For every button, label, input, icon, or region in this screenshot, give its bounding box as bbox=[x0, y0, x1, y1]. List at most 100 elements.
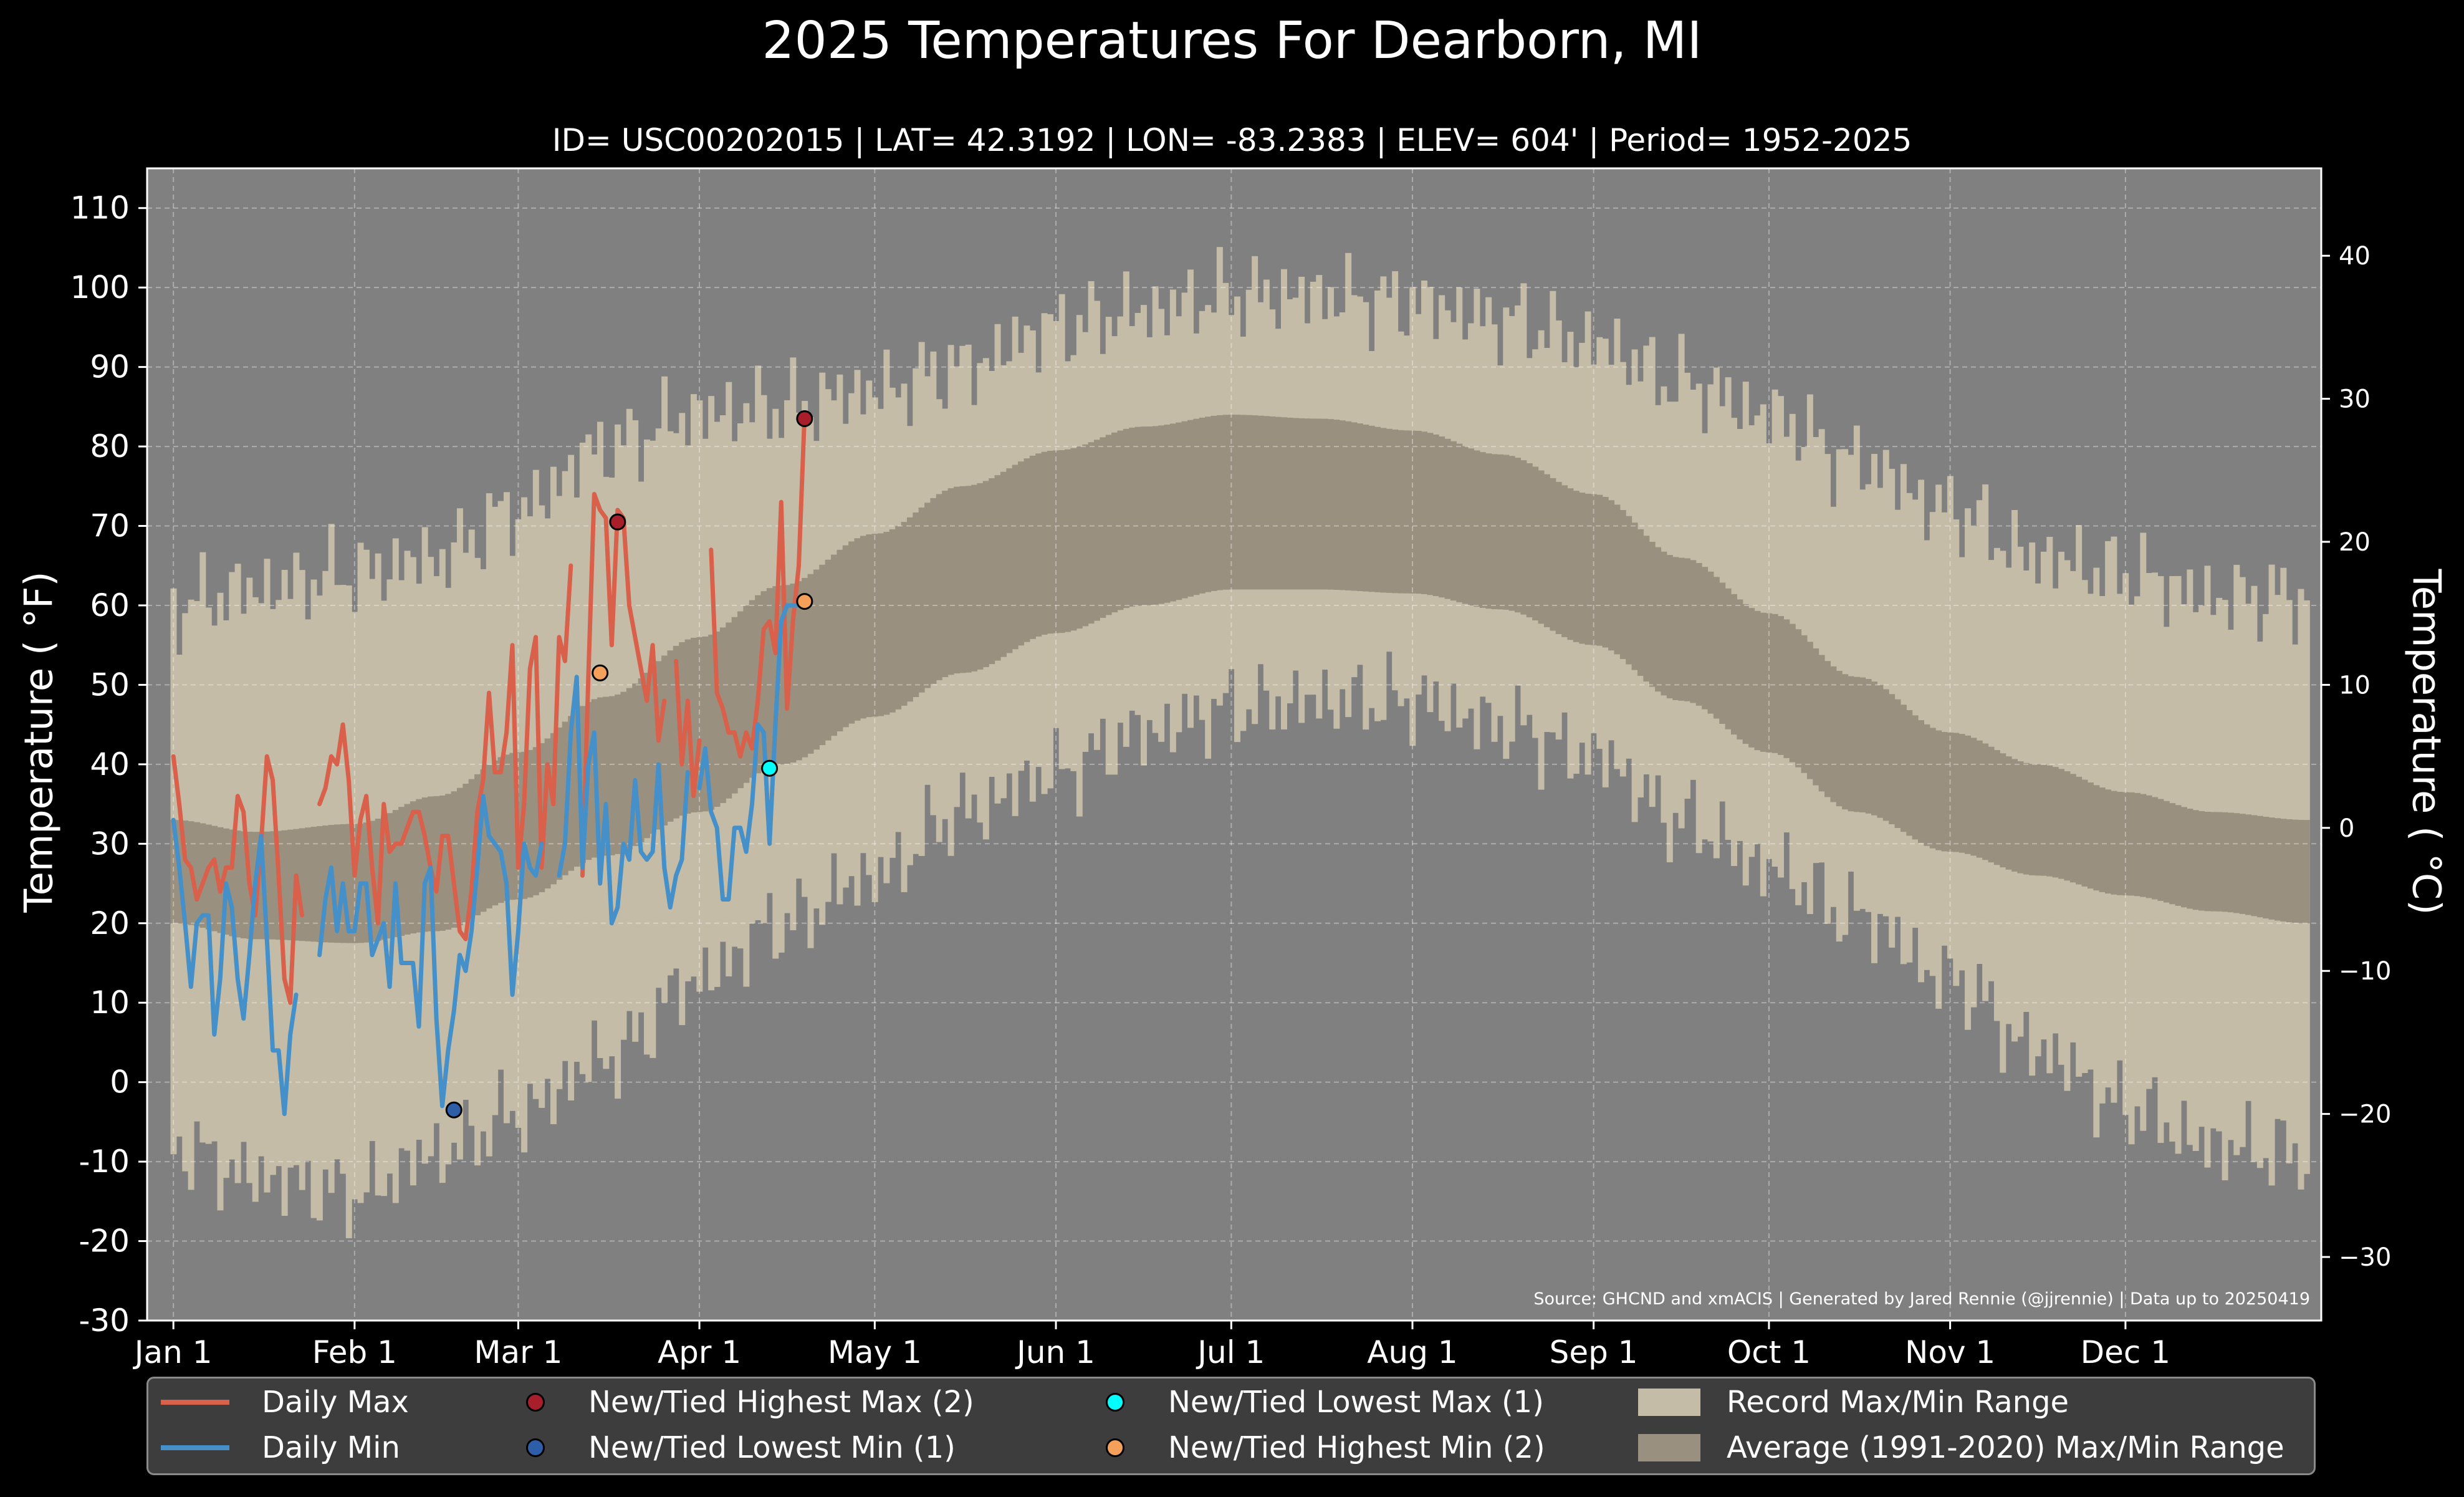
average-range-bar bbox=[1906, 710, 1913, 836]
average-range-bar bbox=[1918, 720, 1925, 843]
average-range-bar bbox=[2227, 812, 2234, 913]
average-range-bar bbox=[568, 716, 575, 871]
average-range-bar bbox=[1134, 426, 1141, 606]
average-range-bar bbox=[1070, 448, 1077, 631]
average-range-bar bbox=[451, 791, 458, 928]
average-range-bar bbox=[1684, 558, 1690, 701]
average-range-bar bbox=[1666, 555, 1673, 699]
average-range-bar bbox=[527, 749, 534, 898]
average-range-bar bbox=[1789, 623, 1796, 763]
average-range-bar bbox=[1018, 461, 1025, 646]
average-range-bar bbox=[1093, 440, 1100, 621]
average-range-bar bbox=[1503, 455, 1510, 610]
average-range-bar bbox=[1737, 599, 1743, 740]
average-range-bar bbox=[1508, 456, 1515, 611]
average-range-bar bbox=[971, 484, 978, 671]
record-marker bbox=[609, 513, 626, 531]
average-range-bar bbox=[819, 564, 826, 746]
average-range-bar bbox=[1661, 551, 1667, 696]
average-range-bar bbox=[1456, 443, 1463, 602]
average-range-bar bbox=[1240, 415, 1247, 590]
average-range-bar bbox=[1345, 421, 1352, 590]
average-range-bar bbox=[2169, 803, 2176, 905]
average-range-bar bbox=[889, 529, 896, 713]
average-range-bar bbox=[901, 522, 908, 706]
average-range-bar bbox=[994, 475, 1001, 661]
average-range-bar bbox=[1269, 416, 1276, 590]
average-range-bar bbox=[866, 534, 873, 718]
average-range-bar bbox=[1655, 547, 1662, 692]
average-range-bar bbox=[1778, 616, 1784, 755]
average-range-bar bbox=[1579, 493, 1586, 644]
average-range-bar bbox=[1836, 670, 1843, 807]
average-range-bar bbox=[1742, 604, 1749, 744]
average-range-bar bbox=[2180, 807, 2187, 908]
y-tick-label-left: -20 bbox=[79, 1223, 130, 1259]
average-range-bar bbox=[1392, 429, 1399, 594]
average-range-bar bbox=[194, 822, 200, 927]
average-range-bar bbox=[959, 486, 966, 673]
average-range-bar bbox=[1929, 728, 1936, 849]
average-range-bar bbox=[2303, 820, 2310, 923]
average-range-bar bbox=[2035, 764, 2041, 876]
average-range-bar bbox=[1187, 420, 1194, 597]
average-range-bar bbox=[2087, 782, 2094, 889]
y-tick-label-right: 30 bbox=[2339, 385, 2371, 414]
average-range-bar bbox=[1000, 471, 1007, 657]
average-range-bar bbox=[1100, 437, 1106, 618]
average-range-bar bbox=[1730, 594, 1737, 735]
average-range-bar bbox=[1965, 735, 1972, 854]
record-range-bar bbox=[1853, 425, 1860, 911]
average-range-bar bbox=[2005, 756, 2012, 870]
average-range-bar bbox=[258, 832, 265, 940]
average-range-bar bbox=[1234, 415, 1240, 590]
record-marker bbox=[445, 1101, 463, 1119]
average-range-bar bbox=[825, 559, 832, 741]
average-range-bar bbox=[1619, 510, 1626, 659]
average-range-bar bbox=[1754, 610, 1761, 751]
average-range-bar bbox=[264, 831, 271, 940]
average-range-bar bbox=[1993, 750, 2000, 865]
average-range-bar bbox=[1795, 629, 1802, 768]
y-tick-label-left: -30 bbox=[79, 1302, 130, 1339]
average-range-bar bbox=[667, 650, 674, 822]
legend-label: New/Tied Highest Max (2) bbox=[588, 1385, 974, 1420]
average-range-bar bbox=[1941, 732, 1948, 852]
average-range-bar bbox=[1491, 454, 1498, 610]
average-range-bar bbox=[2145, 795, 2152, 898]
average-range-bar bbox=[1555, 481, 1562, 634]
legend: Daily Max Daily Min New/Tied Highest Max (… bbox=[146, 1377, 2316, 1475]
average-range-bar bbox=[1275, 416, 1282, 590]
average-range-bar bbox=[1129, 427, 1136, 607]
average-range-bar bbox=[480, 769, 487, 912]
average-range-bar bbox=[550, 733, 557, 885]
y-axis-label-left: Temperature ( °F) bbox=[16, 571, 62, 913]
average-range-bar bbox=[468, 779, 475, 919]
average-range-bar bbox=[1976, 740, 1983, 858]
average-range-bar bbox=[287, 829, 294, 941]
average-range-bar bbox=[217, 827, 224, 933]
average-range-bar bbox=[1614, 504, 1621, 655]
chart-title: 2025 Temperatures For Dearborn, MI bbox=[762, 11, 1702, 70]
average-range-bar bbox=[1672, 557, 1679, 700]
average-range-bar bbox=[1801, 635, 1808, 773]
y-axis-left: -30 -20 -10 0 10 20 30 40 50 60 70 80 90 100 110 bbox=[70, 190, 147, 1339]
average-range-bar bbox=[2023, 763, 2030, 875]
average-range-bar bbox=[778, 585, 785, 764]
average-range-bar bbox=[1363, 425, 1369, 592]
average-range-bar bbox=[895, 526, 902, 710]
average-range-bar bbox=[1023, 458, 1030, 642]
average-range-bar bbox=[1140, 426, 1147, 605]
average-range-bar bbox=[2192, 810, 2199, 910]
average-range-bar bbox=[456, 787, 463, 925]
y-tick-label-left: 80 bbox=[90, 428, 130, 465]
y-axis-right: −30 −20 −10 0 10 20 30 40 bbox=[2321, 242, 2391, 1272]
average-range-bar bbox=[2152, 797, 2159, 900]
average-range-bar bbox=[1690, 560, 1697, 703]
average-range-bar bbox=[381, 816, 388, 940]
average-range-bar bbox=[813, 569, 820, 750]
average-range-bar bbox=[1228, 415, 1235, 590]
average-range-bar bbox=[1865, 679, 1872, 814]
average-range-bar bbox=[947, 488, 954, 675]
y-axis-label-right: Temperature ( °C) bbox=[2404, 569, 2450, 915]
